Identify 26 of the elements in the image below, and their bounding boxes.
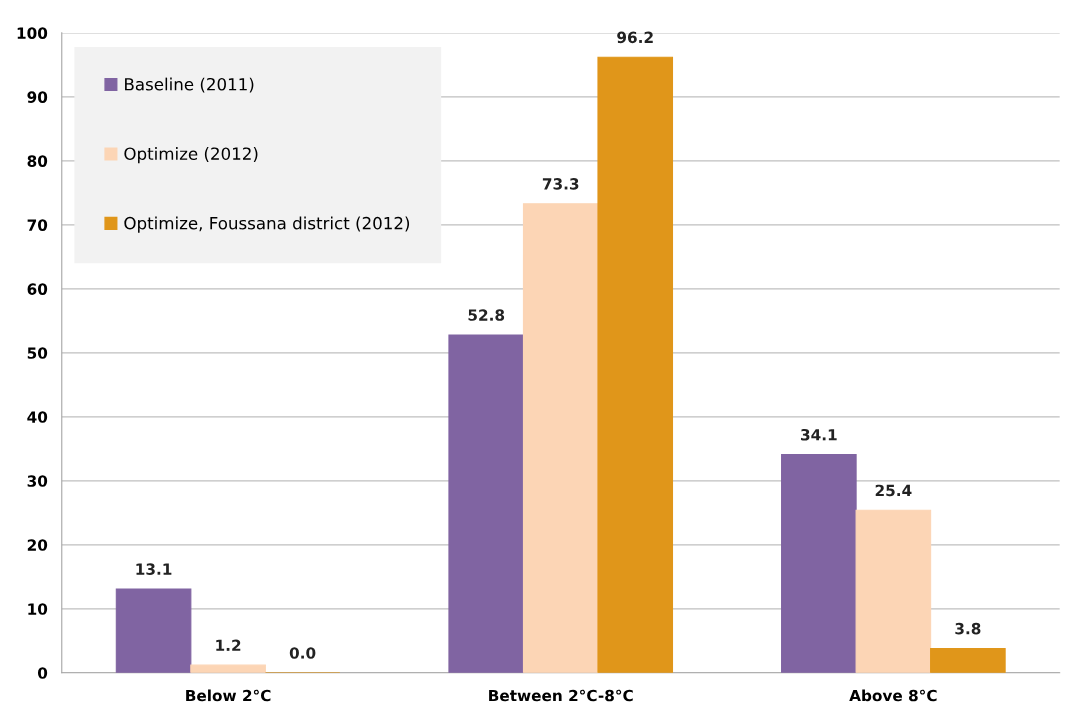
y-tick-label: 40 (27, 411, 48, 423)
data-label: 25.4 (875, 484, 912, 497)
y-tick-label: 100 (17, 27, 48, 39)
x-tick-label: Between 2°C-8°C (489, 689, 633, 702)
legend-label: Optimize (2012) (124, 147, 258, 164)
y-tick-label: 30 (27, 475, 48, 487)
y-tick-label: 20 (27, 539, 48, 551)
data-label: 0.0 (289, 647, 316, 659)
y-tick-label: 10 (28, 603, 48, 615)
x-tick-label: Above 8°C (849, 689, 937, 702)
y-tick-label: 60 (27, 283, 48, 295)
data-label: 3.8 (955, 622, 981, 635)
data-label: 73.3 (542, 178, 579, 190)
x-tick-label: Below 2°C (186, 689, 271, 702)
legend-label: Baseline (2011) (125, 77, 254, 93)
data-label: 96.2 (617, 31, 653, 44)
data-label: 52.8 (468, 309, 505, 321)
data-label: 34.1 (801, 428, 837, 441)
y-tick-label: 0 (37, 667, 48, 679)
y-tick-label: 70 (27, 219, 48, 231)
data-label: 1.2 (216, 639, 241, 651)
y-tick-label: 50 (27, 347, 48, 359)
data-label: 13.1 (136, 563, 172, 575)
y-tick-label: 80 (27, 155, 48, 167)
y-tick-label: 90 (27, 91, 48, 103)
legend-label: Optimize, Foussana district (2012) (124, 216, 410, 233)
